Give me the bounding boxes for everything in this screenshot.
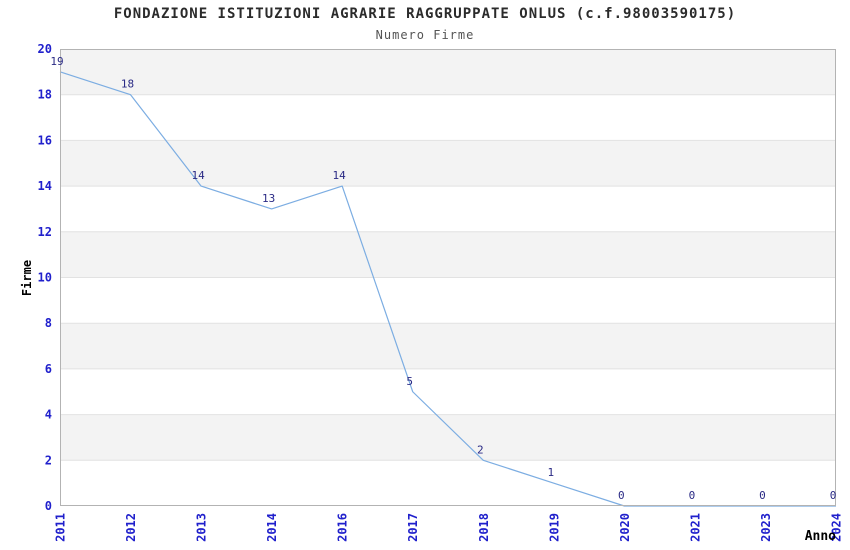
y-tick-label: 4 [45,408,52,422]
plot-band [60,186,836,232]
x-tick-label: 2018 [477,513,491,542]
y-tick-label: 10 [38,271,52,285]
data-point-label: 18 [121,78,134,91]
plot-band [60,323,836,369]
x-axis-label: Anno [804,529,836,544]
chart-title: FONDAZIONE ISTITUZIONI AGRARIE RAGGRUPPA… [113,6,737,22]
chart-subtitle: Numero Firme [375,28,475,42]
plot-band [60,368,836,415]
plot-band [60,231,836,278]
y-tick-label: 8 [45,316,52,330]
y-tick-label: 20 [38,42,52,56]
plot-band [60,140,836,187]
data-point-label: 1 [548,466,555,479]
x-tick-label: 2014 [265,513,279,542]
data-point-label: 2 [477,443,484,456]
data-point-label: 13 [262,192,275,205]
data-point-label: 0 [830,489,837,502]
x-tick-label: 2020 [618,513,632,542]
x-tick-label: 2021 [688,513,702,542]
x-tick-label: 2016 [336,513,350,542]
y-tick-label: 6 [45,362,52,376]
data-point-label: 19 [50,55,63,68]
data-point-label: 0 [618,489,625,502]
data-point-label: 14 [191,169,205,182]
y-tick-label: 2 [45,453,52,467]
data-point-label: 0 [689,489,696,502]
y-tick-label: 16 [38,133,52,147]
x-tick-label: 2024 [830,513,844,542]
x-tick-label: 2012 [124,513,138,542]
y-tick-label: 0 [45,499,52,513]
plot-band [60,49,836,95]
plot-band [60,277,836,324]
plot-band [60,460,836,506]
data-point-label: 5 [406,375,413,388]
y-tick-label: 14 [38,179,52,193]
x-tick-label: 2013 [195,513,209,542]
plot-band [60,414,836,461]
data-point-label: 14 [333,169,347,182]
y-tick-label: 12 [38,225,52,239]
plot-border [60,49,836,506]
x-tick-label: 2017 [406,513,420,542]
x-tick-label: 2019 [547,513,561,542]
x-tick-label: 2011 [54,513,68,542]
plot-band [60,94,836,141]
data-point-label: 0 [759,489,766,502]
y-tick-label: 18 [38,88,52,102]
x-tick-label: 2023 [759,513,773,542]
